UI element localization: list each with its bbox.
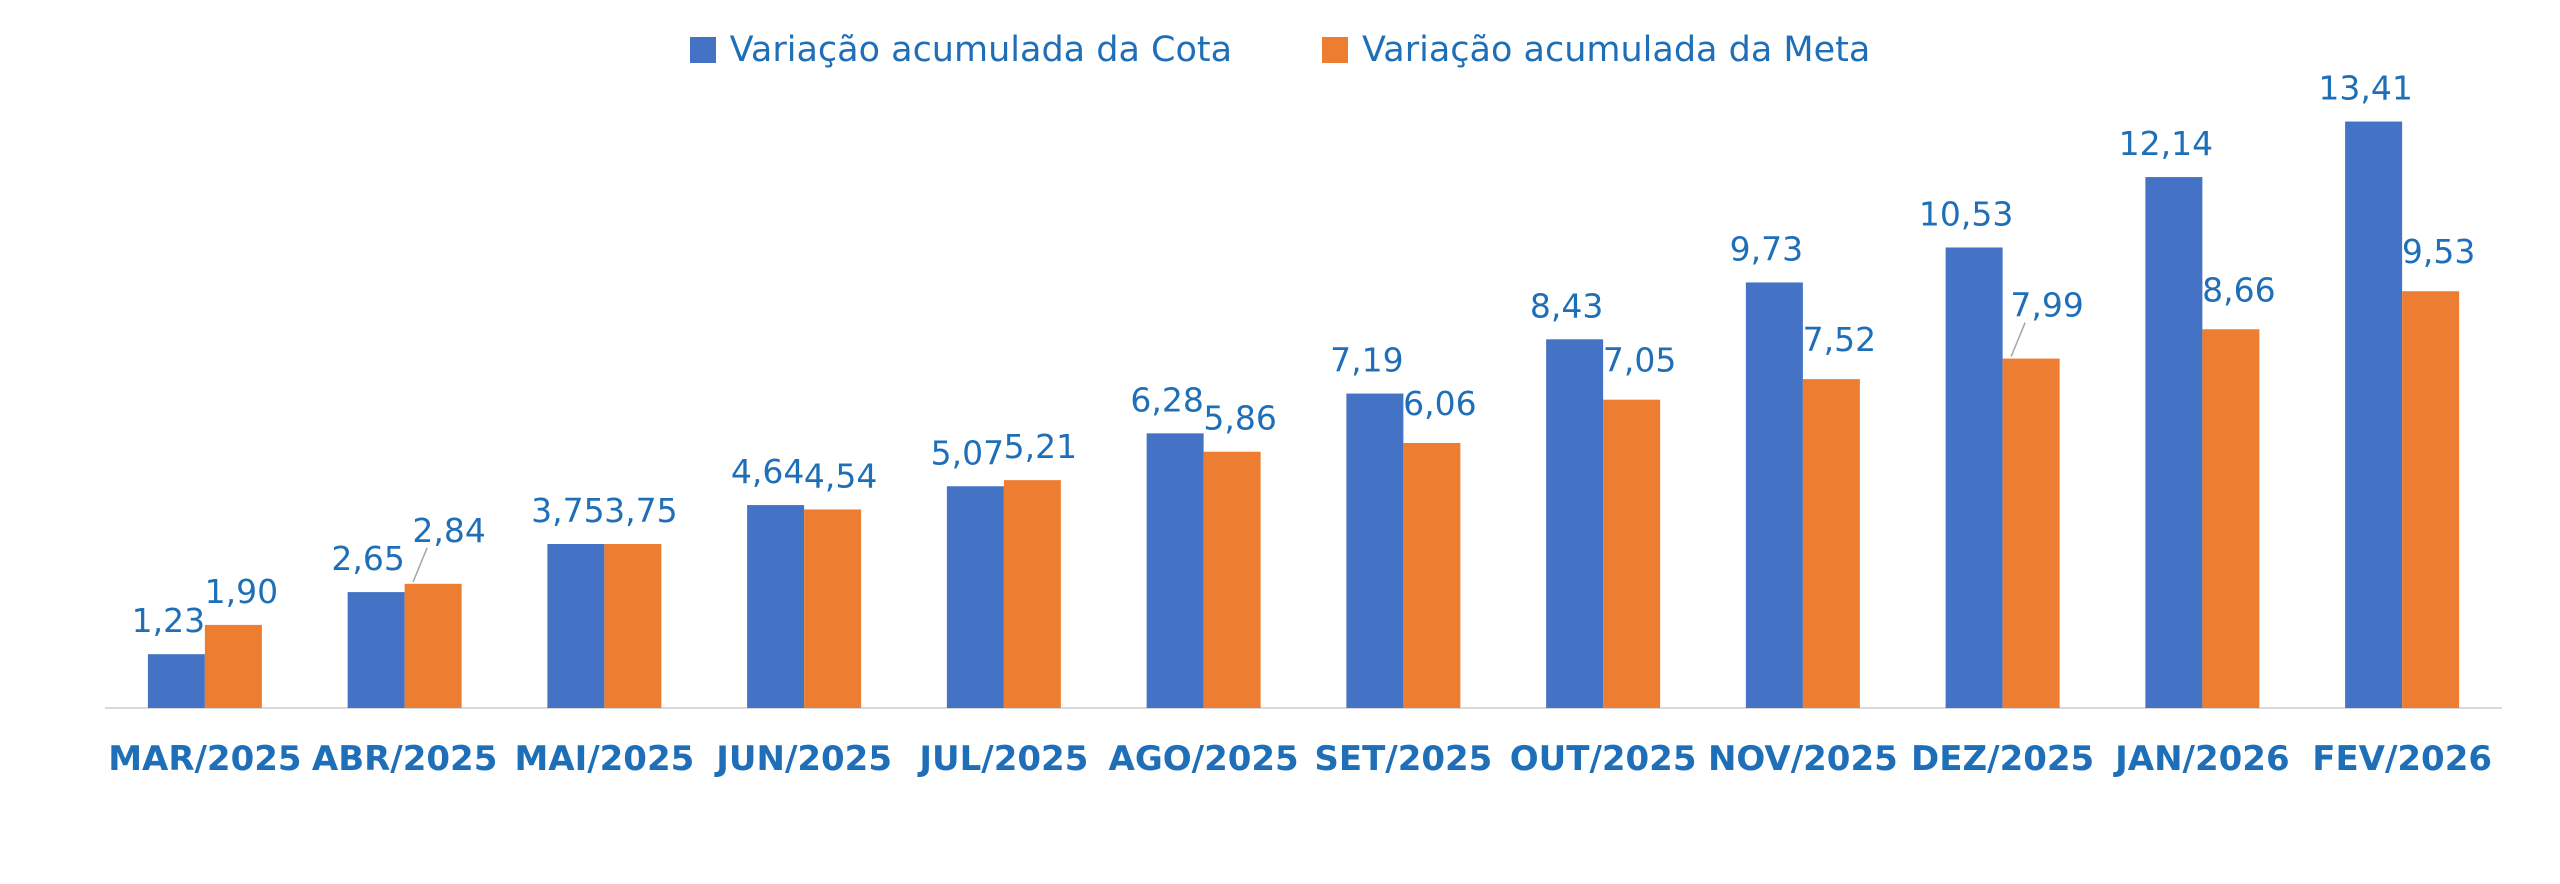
data-label-cota: 7,19 <box>1330 341 1403 380</box>
x-tick-label: FEV/2026 <box>2312 739 2492 779</box>
bar-meta <box>1203 451 1261 708</box>
x-tick-label: OUT/2025 <box>1510 739 1697 779</box>
bar-cota <box>1745 282 1803 708</box>
bar-cota <box>946 486 1004 708</box>
bar-cota <box>747 505 805 708</box>
x-tick-label: MAI/2025 <box>514 739 694 779</box>
legend-label-cota: Variação acumulada da Cota <box>729 30 1233 70</box>
bar-cota <box>1146 433 1204 708</box>
data-label-cota: 2,65 <box>331 539 404 578</box>
x-tick-label: MAR/2025 <box>108 739 301 779</box>
bar-cota <box>1945 247 2003 708</box>
legend-item-cota: Variação acumulada da Cota <box>689 30 1233 70</box>
x-tick-label: SET/2025 <box>1314 739 1492 779</box>
bar-cota <box>2345 121 2403 708</box>
data-label-cota: 8,43 <box>1530 286 1603 325</box>
x-tick-label: DEZ/2025 <box>1911 739 2094 779</box>
bar-meta <box>2202 329 2260 708</box>
x-tick-label: NOV/2025 <box>1708 739 1898 779</box>
data-label-cota: 3,75 <box>531 491 604 530</box>
legend-item-meta: Variação acumulada da Meta <box>1322 30 1870 70</box>
data-label-meta: 7,99 <box>2010 286 2083 325</box>
bar-cota <box>2145 177 2203 708</box>
x-tick-label: JUL/2025 <box>917 739 1088 779</box>
bar-meta <box>2002 358 2060 708</box>
bar-meta <box>604 544 662 708</box>
bar-meta <box>2402 291 2460 708</box>
bar-cota <box>1546 339 1604 708</box>
bar-meta <box>804 509 862 708</box>
data-label-cota: 6,28 <box>1130 380 1203 419</box>
legend: Variação acumulada da Cota Variação acum… <box>0 30 2560 70</box>
bar-meta <box>204 624 262 708</box>
bar-cota <box>1346 393 1404 708</box>
bar-meta <box>1003 480 1061 708</box>
data-label-meta: 4,54 <box>804 456 877 495</box>
data-label-cota: 12,14 <box>2119 124 2213 163</box>
data-label-meta: 2,84 <box>412 511 485 550</box>
leader-line <box>2010 322 2026 357</box>
bar-cota <box>147 654 205 708</box>
bar-meta <box>404 583 462 708</box>
data-label-cota: 1,23 <box>132 601 205 640</box>
data-label-cota: 4,64 <box>731 452 804 491</box>
bar-meta <box>1603 399 1661 708</box>
x-tick-label: JAN/2026 <box>2113 739 2289 779</box>
x-tick-label: JUN/2025 <box>714 739 892 779</box>
bar-meta <box>1403 442 1461 708</box>
legend-label-meta: Variação acumulada da Meta <box>1362 30 1871 70</box>
data-label-cota: 5,07 <box>931 433 1004 472</box>
data-label-meta: 9,53 <box>2402 232 2475 271</box>
legend-swatch-meta <box>1322 37 1349 63</box>
x-tick-label: ABR/2025 <box>312 739 497 779</box>
data-label-meta: 5,21 <box>1004 427 1077 466</box>
data-label-cota: 13,41 <box>2318 69 2412 108</box>
legend-swatch-cota <box>689 37 716 63</box>
data-label-meta: 5,86 <box>1203 399 1276 438</box>
bar-cota <box>347 592 405 708</box>
x-tick-label: AGO/2025 <box>1109 739 1299 779</box>
data-label-meta: 7,52 <box>1803 320 1876 359</box>
data-label-cota: 9,73 <box>1730 229 1803 268</box>
data-label-meta: 7,05 <box>1603 341 1676 380</box>
data-label-meta: 8,66 <box>2202 270 2275 309</box>
bar-meta <box>1802 379 1860 708</box>
leader-line <box>412 547 428 583</box>
data-label-cota: 10,53 <box>1919 194 2013 233</box>
data-label-meta: 6,06 <box>1403 384 1476 423</box>
data-label-meta: 1,90 <box>205 572 278 611</box>
data-label-meta: 3,75 <box>604 491 677 530</box>
bar-cota <box>547 544 605 708</box>
